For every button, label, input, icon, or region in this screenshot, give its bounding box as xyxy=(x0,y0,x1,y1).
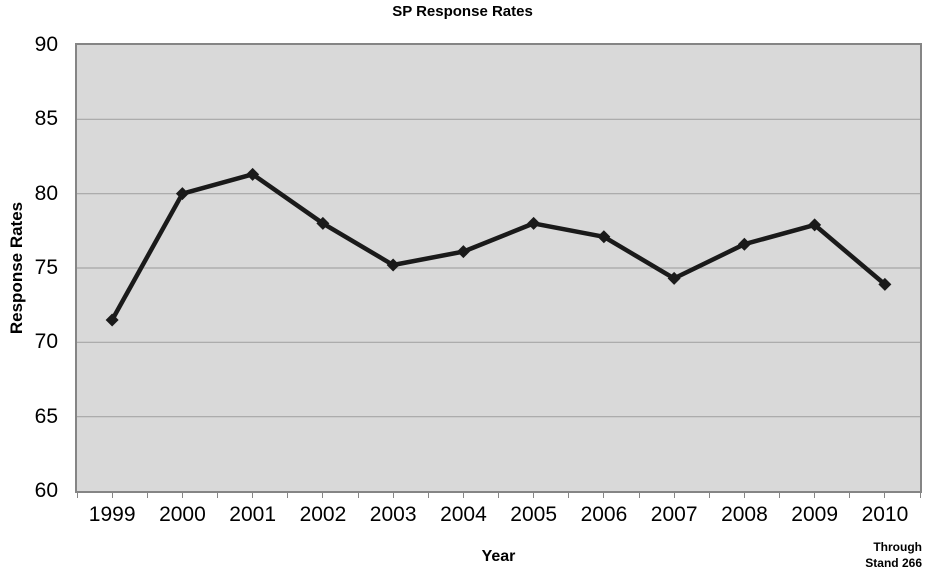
x-tick-label-2007: 2007 xyxy=(650,503,698,526)
data-point-marker-2001 xyxy=(246,167,260,181)
x-axis-tickmark xyxy=(287,493,289,498)
x-axis-tickmark xyxy=(252,493,254,498)
x-axis-tickmark xyxy=(111,493,113,498)
x-axis-tickmark xyxy=(427,493,429,498)
x-tick-label-2005: 2005 xyxy=(510,503,557,526)
x-axis-tickmark xyxy=(498,493,499,498)
data-point-marker-2005 xyxy=(527,216,541,230)
y-tick-label-90: 90 xyxy=(34,33,58,56)
x-axis-tickmark xyxy=(76,493,78,498)
x-axis-tickmark xyxy=(357,493,359,498)
data-point-marker-2009 xyxy=(808,218,822,232)
x-axis-tickmark xyxy=(814,493,816,498)
x-axis-tickmark xyxy=(603,493,605,498)
x-axis-tickmark xyxy=(884,493,886,498)
x-tick-label-2004: 2004 xyxy=(440,503,487,526)
y-tick-label-70: 70 xyxy=(34,330,58,353)
data-point-marker-2007 xyxy=(667,271,681,285)
data-point-marker-2000 xyxy=(175,187,189,201)
data-point-marker-2002 xyxy=(316,216,330,230)
x-tick-label-2000: 2000 xyxy=(159,503,206,526)
x-axis-tickmark xyxy=(708,493,710,498)
data-point-marker-2004 xyxy=(456,245,470,259)
x-axis-tickmark xyxy=(743,493,745,498)
y-tick-label-80: 80 xyxy=(34,182,58,205)
plot-area xyxy=(75,43,922,493)
footnote-line2: Stand 266 xyxy=(865,556,922,570)
response-rate-line xyxy=(109,172,888,323)
x-axis-tickmark xyxy=(849,493,851,498)
x-axis-tickmark xyxy=(392,493,394,498)
x-axis-tickmark xyxy=(533,493,535,498)
data-point-marker-1999 xyxy=(105,313,119,327)
plot-canvas xyxy=(77,118,920,418)
x-axis-tickmark xyxy=(638,493,640,498)
x-axis-tickmark xyxy=(462,493,464,498)
y-tick-label-65: 65 xyxy=(34,405,58,428)
x-tick-label-2010: 2010 xyxy=(861,503,909,526)
x-axis-tickmark xyxy=(568,493,570,498)
x-axis-tickmark xyxy=(146,493,148,498)
x-tick-label-2003: 2003 xyxy=(369,503,417,526)
x-axis-tickmark xyxy=(673,493,675,498)
x-tick-label-2006: 2006 xyxy=(580,503,628,526)
x-axis-tickmark xyxy=(322,493,324,498)
x-axis-title: Year xyxy=(481,548,516,565)
x-tick-label-2002: 2002 xyxy=(299,503,347,526)
x-tick-label-2009: 2009 xyxy=(791,503,838,526)
chart-title: SP Response Rates xyxy=(392,3,533,20)
footnote: Through Stand 266 xyxy=(865,539,922,571)
footnote-line1: Through xyxy=(873,540,922,554)
x-tick-label-1999: 1999 xyxy=(88,503,136,526)
x-axis-tickmark xyxy=(919,493,921,498)
y-tick-label-60: 60 xyxy=(34,479,58,502)
x-tick-label-2001: 2001 xyxy=(229,503,276,526)
data-point-marker-2003 xyxy=(386,258,400,272)
x-axis-tickmark xyxy=(181,493,183,498)
y-tick-label-75: 75 xyxy=(34,256,58,279)
data-point-marker-2006 xyxy=(597,230,611,244)
x-tick-label-2008: 2008 xyxy=(721,503,768,526)
x-axis-tickmark xyxy=(779,493,780,498)
y-tick-label-85: 85 xyxy=(34,107,58,130)
data-point-marker-2010 xyxy=(878,277,892,291)
x-axis-tickmark xyxy=(217,493,218,498)
data-point-marker-2008 xyxy=(737,237,751,251)
